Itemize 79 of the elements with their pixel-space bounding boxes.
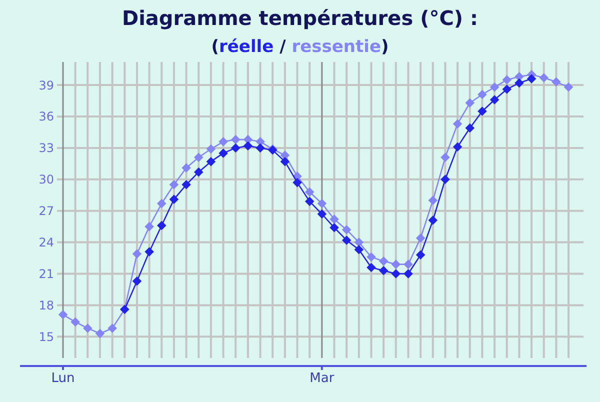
point	[452, 119, 462, 128]
point	[526, 74, 536, 84]
point	[564, 82, 574, 92]
point	[378, 266, 388, 276]
point	[156, 198, 166, 208]
point	[194, 152, 204, 162]
point	[354, 238, 364, 247]
point	[218, 148, 228, 158]
point	[354, 244, 364, 254]
point	[452, 142, 462, 152]
point	[440, 152, 450, 162]
point	[502, 84, 512, 94]
point	[428, 216, 438, 225]
y-tick-label: 30	[38, 172, 54, 187]
point	[404, 260, 413, 269]
point	[465, 98, 475, 108]
chart-title: Diagramme températures (°C) :	[122, 6, 478, 30]
y-tick-label: 39	[38, 78, 54, 92]
point	[304, 187, 314, 197]
y-tick-label: 36	[38, 110, 54, 124]
point	[465, 123, 475, 133]
point	[330, 214, 339, 224]
point	[156, 220, 166, 230]
point	[366, 252, 376, 262]
point	[58, 310, 68, 320]
point	[317, 209, 327, 219]
point	[391, 269, 401, 278]
point	[83, 324, 92, 333]
point	[169, 180, 179, 190]
x-tick-label: Mar	[310, 371, 335, 386]
point	[342, 236, 352, 245]
point	[428, 196, 438, 206]
point	[182, 180, 191, 190]
point	[416, 233, 426, 243]
point	[391, 260, 401, 269]
point	[206, 156, 216, 166]
point	[218, 137, 228, 146]
point	[478, 106, 487, 116]
y-tick-label: 18	[38, 298, 54, 312]
point	[502, 75, 512, 84]
y-tick-label: 24	[38, 236, 54, 250]
point	[95, 328, 105, 338]
point	[280, 156, 290, 166]
point	[404, 269, 413, 278]
point	[478, 90, 487, 100]
point	[330, 222, 339, 232]
point	[230, 134, 240, 144]
point	[182, 163, 191, 173]
point	[490, 82, 500, 92]
point	[243, 141, 253, 151]
point	[378, 256, 388, 266]
point	[132, 249, 142, 258]
point	[256, 143, 265, 153]
x-tick-label: Lun	[51, 371, 75, 386]
point	[132, 276, 142, 286]
point	[440, 174, 450, 184]
point	[366, 262, 376, 272]
point	[539, 73, 549, 82]
point	[230, 143, 240, 153]
y-tick-label: 15	[38, 330, 54, 344]
point	[108, 324, 117, 333]
point	[304, 196, 314, 206]
point	[70, 317, 80, 327]
point	[317, 198, 327, 208]
point	[206, 144, 216, 154]
point	[514, 78, 524, 88]
y-tick-label: 27	[38, 204, 54, 218]
point	[144, 222, 154, 232]
point	[169, 194, 179, 204]
point	[292, 178, 302, 188]
point	[194, 167, 204, 177]
point	[342, 225, 352, 234]
point	[490, 95, 500, 104]
y-tick-label: 33	[38, 141, 54, 156]
point	[552, 77, 561, 87]
point	[144, 247, 154, 256]
chart-subtitle: (réelle / ressentie)	[211, 37, 389, 57]
point	[416, 250, 426, 260]
y-tick-label: 21	[38, 266, 54, 281]
